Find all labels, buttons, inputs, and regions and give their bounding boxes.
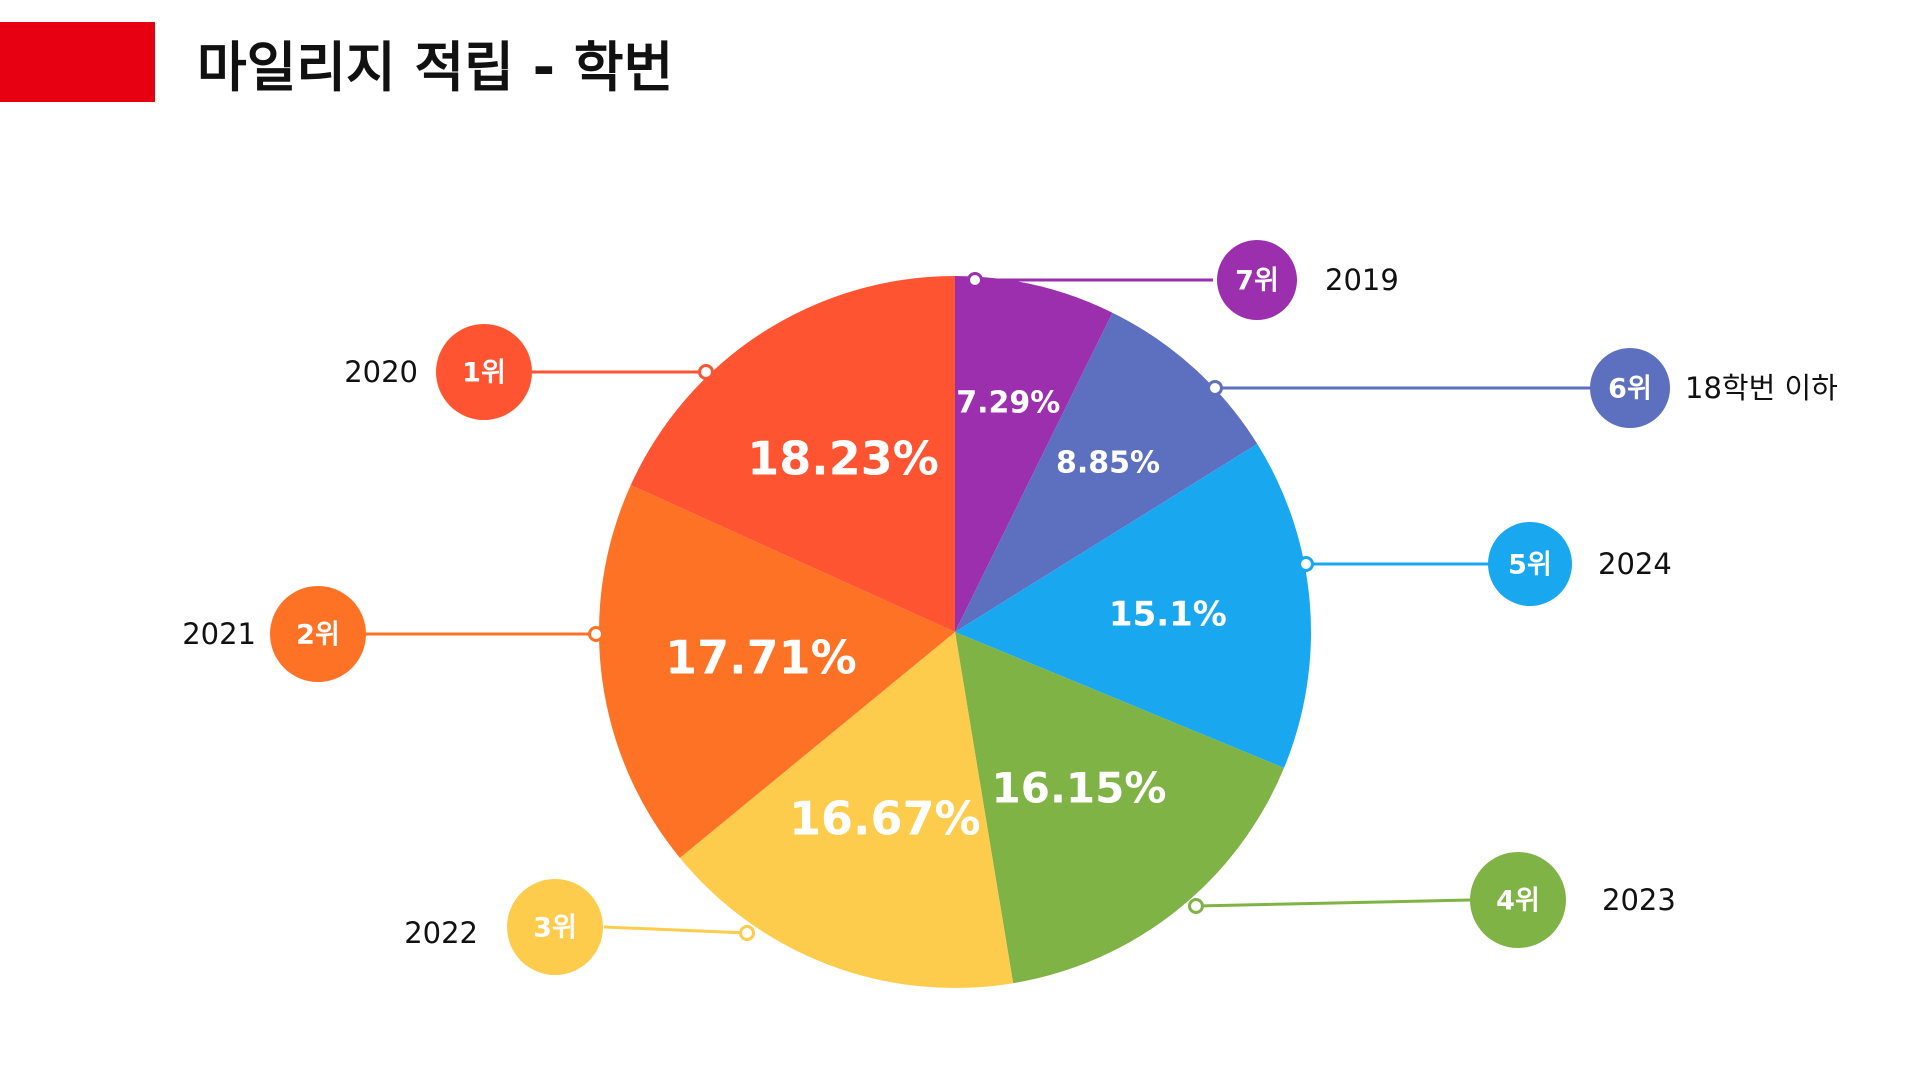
leader-dot [1298, 556, 1314, 572]
rank-badge [1217, 240, 1297, 320]
rank-label: 5위 [1508, 550, 1552, 581]
rank-badge [1590, 348, 1670, 428]
pie-slice-2020 [630, 276, 955, 632]
pie-slice-2024 [955, 443, 1312, 769]
leader-line [1195, 898, 1471, 908]
percent-label: 18.23% [747, 432, 939, 486]
page-title: 마일리지 적립 - 학번 [197, 36, 674, 99]
leader-dot [588, 626, 604, 642]
pie-slice-2019 [955, 276, 1113, 632]
category-label: 18학번 이하 [1685, 371, 1838, 405]
category-label: 2021 [182, 617, 256, 651]
rank-label: 1위 [462, 358, 506, 389]
percent-label: 16.15% [992, 764, 1167, 813]
pie-slice-2022 [679, 632, 1014, 988]
rank-badge [507, 879, 603, 975]
rank-label: 3위 [533, 913, 577, 944]
rank-badges: 7위 6위 5위 4위 3위 2위 1위 [270, 240, 1670, 975]
category-label: 2019 [1325, 263, 1399, 297]
category-label: 2023 [1602, 883, 1676, 917]
pie-slice-18학번 이하 [955, 312, 1258, 632]
rank-badge [1470, 852, 1566, 948]
percent-label: 16.67% [789, 792, 981, 846]
leader-dot [1207, 380, 1223, 396]
category-labels: 2019 18학번 이하 2024 2023 2022 2021 2020 [182, 263, 1838, 950]
rank-label: 6위 [1608, 374, 1652, 405]
leader-dot [1188, 898, 1204, 914]
category-label: 2020 [344, 355, 418, 389]
pie-slice-2023 [955, 632, 1284, 984]
category-label: 2022 [404, 916, 478, 950]
percent-label: 17.71% [665, 631, 857, 685]
rank-label: 4위 [1496, 886, 1540, 917]
pie-slice-2021 [598, 485, 955, 858]
percent-label: 15.1% [1109, 594, 1227, 634]
percent-label: 7.29% [956, 386, 1060, 421]
leader-line [603, 925, 748, 935]
rank-badge [436, 324, 532, 420]
leader-dot [698, 364, 714, 380]
rank-label: 7위 [1235, 266, 1279, 297]
leader-lines [366, 272, 1590, 941]
rank-label: 2위 [296, 620, 340, 651]
category-label: 2024 [1598, 547, 1672, 581]
rank-badge [1488, 522, 1572, 606]
leader-dot [967, 272, 983, 288]
percent-label: 8.85% [1056, 446, 1160, 481]
rank-badge [270, 586, 366, 682]
leader-dot [739, 925, 755, 941]
title-accent-bar [0, 22, 155, 102]
percent-labels: 7.29% 8.85% 15.1% 16.15%16.67% 17.71% 18.23% [665, 386, 1227, 846]
pie-slices [598, 276, 1312, 988]
